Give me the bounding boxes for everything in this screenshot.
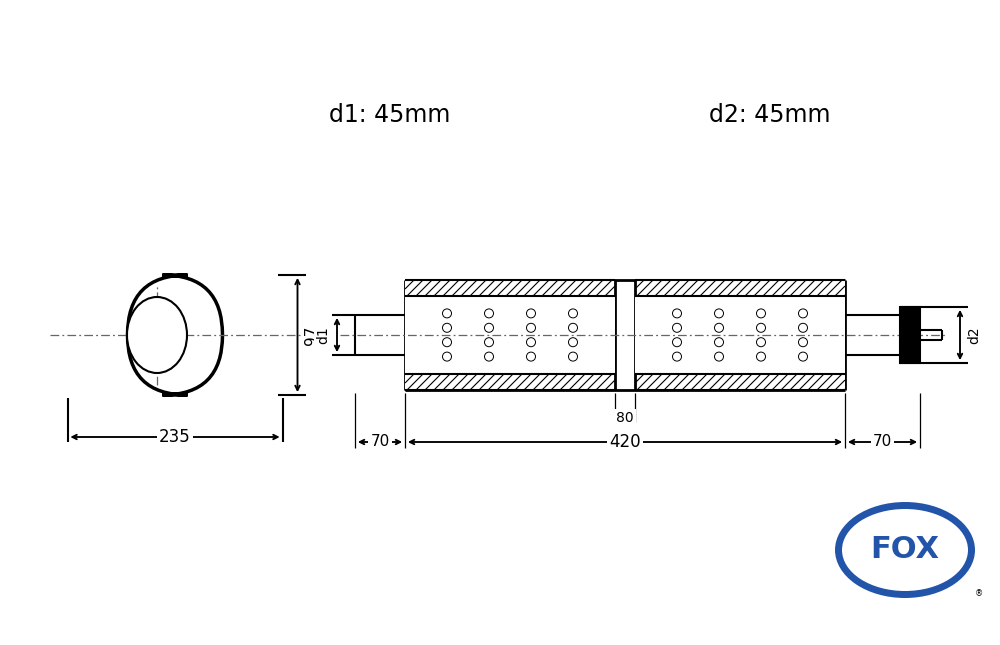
Circle shape bbox=[526, 309, 536, 318]
Circle shape bbox=[757, 352, 766, 361]
Text: FOX: FOX bbox=[870, 535, 940, 564]
Text: ®: ® bbox=[975, 590, 983, 599]
Circle shape bbox=[798, 352, 808, 361]
Circle shape bbox=[526, 338, 536, 347]
Ellipse shape bbox=[842, 509, 968, 591]
Circle shape bbox=[568, 309, 578, 318]
Bar bbox=[405, 280, 615, 296]
Circle shape bbox=[714, 352, 724, 361]
Bar bbox=[635, 296, 845, 374]
Bar bbox=[635, 280, 845, 296]
Text: 80: 80 bbox=[616, 411, 634, 425]
Circle shape bbox=[798, 309, 808, 318]
Circle shape bbox=[526, 323, 536, 332]
Circle shape bbox=[484, 352, 494, 361]
Bar bbox=[405, 296, 615, 374]
Text: 97: 97 bbox=[304, 325, 319, 344]
Circle shape bbox=[568, 338, 578, 347]
Bar bbox=[635, 374, 845, 390]
Text: 420: 420 bbox=[609, 433, 641, 451]
Circle shape bbox=[757, 309, 766, 318]
Circle shape bbox=[714, 323, 724, 332]
Text: 70: 70 bbox=[370, 435, 390, 450]
Text: 70: 70 bbox=[873, 435, 892, 450]
Circle shape bbox=[484, 309, 494, 318]
FancyBboxPatch shape bbox=[128, 275, 222, 395]
Circle shape bbox=[442, 309, 452, 318]
Ellipse shape bbox=[127, 297, 187, 373]
Bar bbox=[405, 374, 615, 390]
Circle shape bbox=[672, 323, 682, 332]
Circle shape bbox=[526, 352, 536, 361]
Circle shape bbox=[714, 309, 724, 318]
Circle shape bbox=[672, 352, 682, 361]
Circle shape bbox=[484, 338, 494, 347]
Circle shape bbox=[442, 338, 452, 347]
Ellipse shape bbox=[835, 502, 975, 598]
Circle shape bbox=[757, 323, 766, 332]
Circle shape bbox=[757, 338, 766, 347]
Text: 235: 235 bbox=[159, 428, 191, 446]
Circle shape bbox=[714, 338, 724, 347]
Text: d1: 45mm: d1: 45mm bbox=[329, 103, 451, 127]
Text: d1: d1 bbox=[316, 326, 330, 344]
Circle shape bbox=[672, 309, 682, 318]
Bar bbox=[900, 307, 920, 363]
Text: d2: d2 bbox=[967, 326, 981, 344]
Circle shape bbox=[568, 323, 578, 332]
Circle shape bbox=[484, 323, 494, 332]
Text: d2: 45mm: d2: 45mm bbox=[709, 103, 831, 127]
Circle shape bbox=[442, 352, 452, 361]
Circle shape bbox=[798, 338, 808, 347]
Circle shape bbox=[798, 323, 808, 332]
Circle shape bbox=[672, 338, 682, 347]
Circle shape bbox=[568, 352, 578, 361]
Circle shape bbox=[442, 323, 452, 332]
